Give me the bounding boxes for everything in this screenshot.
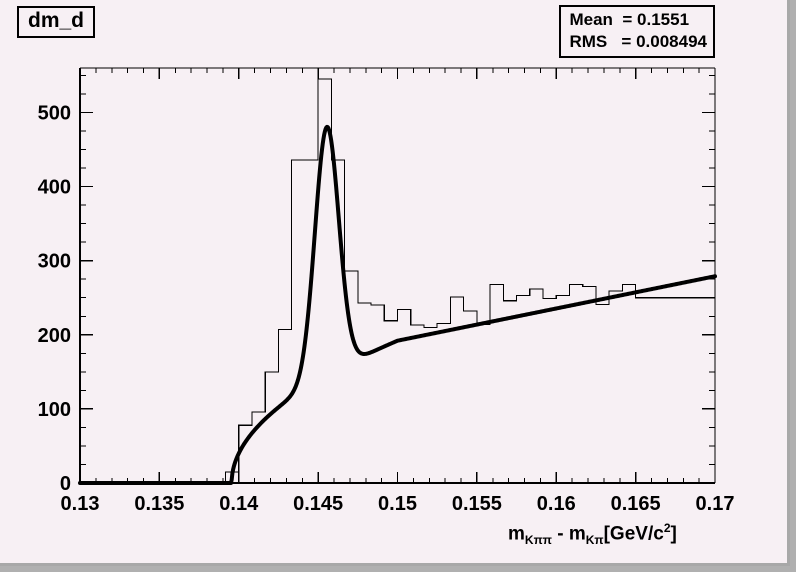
y-tick-label: 300	[38, 251, 71, 273]
x-axis-title-sub2: Kπ	[585, 533, 604, 548]
axes-frame	[79, 67, 716, 484]
y-tick-labels: 0 100 200 300 400 500	[38, 102, 71, 495]
x-axis-title-m1: m	[508, 523, 525, 545]
x-tick-labels: 0.13 0.135 0.14 0.145 0.15 0.155 0.16 0.165 0.17	[61, 493, 735, 515]
x-axis-title-close: ]	[670, 523, 677, 545]
y-tick-label: 400	[38, 177, 71, 199]
y-tick-label: 500	[38, 102, 71, 124]
x-axis-title-sub1: Kππ	[524, 533, 552, 548]
x-tick-label: 0.145	[293, 493, 343, 515]
x-tick-label: 0.155	[452, 493, 502, 515]
x-tick-label: 0.165	[611, 493, 661, 515]
y-tick-label: 0	[60, 473, 71, 495]
stats-row-rms: RMS = 0.008494	[569, 31, 707, 51]
axis-ticks	[79, 68, 716, 484]
stats-row-mean: Mean = 0.1551	[569, 10, 690, 29]
x-tick-label: 0.17	[696, 493, 735, 515]
histogram-title-box: dm_d	[17, 6, 96, 38]
x-axis-title-unit: [GeV/c	[603, 523, 664, 545]
x-tick-label: 0.13	[61, 493, 100, 515]
x-axis-title-minus: -	[551, 523, 569, 545]
histogram-outline	[80, 78, 716, 484]
stats-box: Mean = 0.1551 RMS = 0.008494	[559, 5, 715, 58]
x-axis-title-sup: 2	[663, 521, 671, 535]
x-tick-label: 0.16	[537, 493, 576, 515]
x-tick-label: 0.135	[134, 493, 184, 515]
y-tick-label: 100	[38, 399, 71, 421]
y-tick-label: 200	[38, 325, 71, 347]
x-tick-label: 0.15	[378, 493, 417, 515]
x-axis-title-m2: m	[568, 523, 586, 545]
x-tick-label: 0.14	[219, 493, 259, 515]
histogram-title: dm_d	[28, 9, 85, 32]
x-axis-title: mKππ - mKπ[GeV/c2]	[508, 521, 677, 547]
fit-curve	[78, 124, 717, 485]
